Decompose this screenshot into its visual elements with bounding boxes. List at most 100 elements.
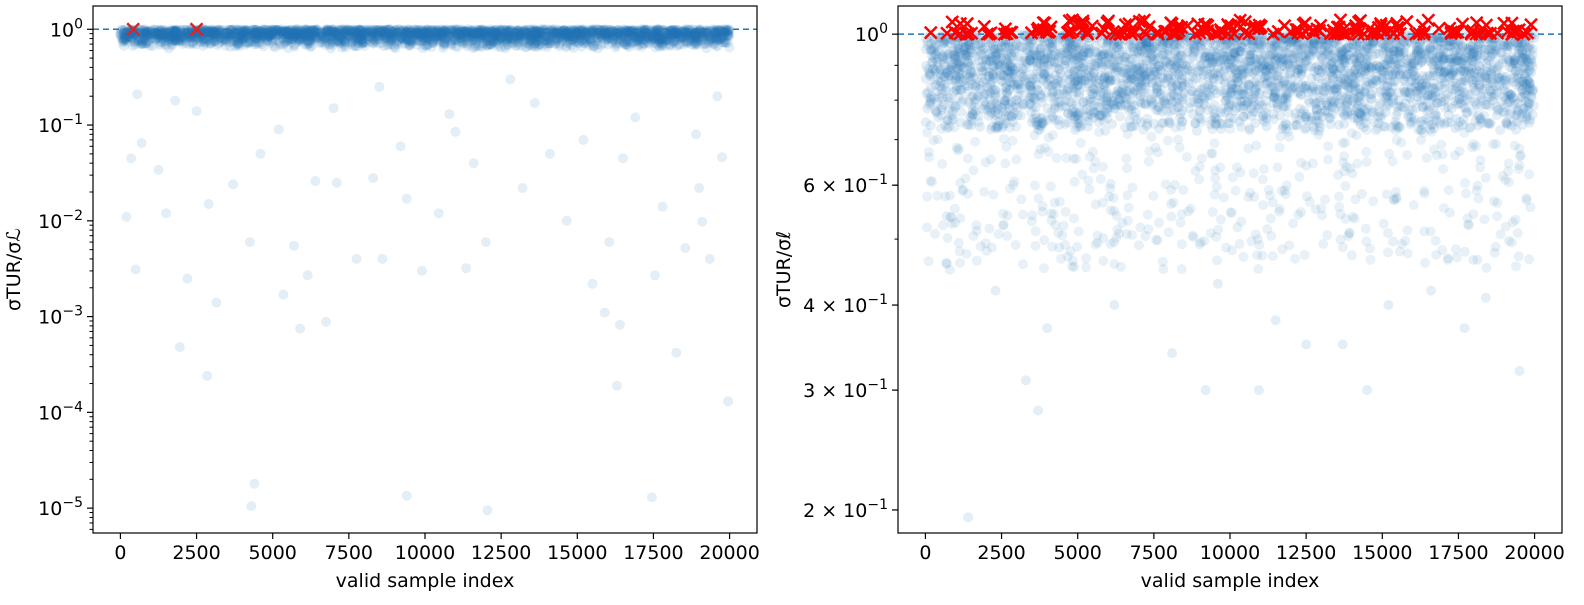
scatter-point xyxy=(494,33,505,44)
scatter-point xyxy=(695,28,706,38)
scatter-point xyxy=(595,30,606,41)
scatter-point xyxy=(713,34,724,44)
scatter-point xyxy=(432,25,443,36)
scatter-point xyxy=(570,34,581,45)
scatter-point xyxy=(426,42,437,52)
scatter-point xyxy=(494,28,505,39)
scatter-point xyxy=(509,28,520,39)
scatter-point xyxy=(623,27,633,38)
scatter-point xyxy=(430,28,441,39)
scatter-point xyxy=(411,35,421,46)
x-tick-label: 10000 xyxy=(395,542,455,564)
scatter-point xyxy=(139,25,150,36)
scatter-point xyxy=(270,42,281,53)
scatter-point xyxy=(152,27,163,38)
scatter-point xyxy=(397,32,408,43)
scatter-point xyxy=(592,33,603,44)
outlier-point xyxy=(395,141,406,152)
scatter-point xyxy=(522,30,533,41)
scatter-point xyxy=(461,35,472,46)
outlier-point xyxy=(121,211,132,222)
scatter-point xyxy=(242,30,253,41)
scatter-point xyxy=(408,30,419,41)
scatter-point xyxy=(513,25,524,36)
outlier-point xyxy=(203,199,214,209)
scatter-point xyxy=(318,35,329,45)
left-x-ticks: 0 2500 5000 7500 10000 12500 15000 17500 20000 xyxy=(114,533,760,564)
scatter-point xyxy=(266,24,277,35)
scatter-point xyxy=(569,33,580,44)
scatter-point xyxy=(317,31,328,42)
scatter-point xyxy=(291,29,302,40)
scatter-point xyxy=(608,35,619,46)
scatter-point xyxy=(457,36,468,47)
scatter-point xyxy=(566,33,577,44)
scatter-point xyxy=(186,32,196,43)
scatter-point xyxy=(325,43,336,54)
scatter-point xyxy=(682,30,693,41)
x-tick-label: 15000 xyxy=(547,542,607,564)
scatter-point xyxy=(291,31,302,42)
scatter-point xyxy=(599,30,610,41)
scatter-point xyxy=(270,31,281,42)
scatter-point xyxy=(168,28,178,39)
scatter-point xyxy=(631,36,642,46)
scatter-point xyxy=(715,33,726,44)
scatter-point xyxy=(170,36,181,46)
scatter-point xyxy=(554,41,565,52)
scatter-point xyxy=(389,28,400,39)
scatter-point xyxy=(567,35,578,46)
scatter-point xyxy=(571,37,582,48)
scatter-point xyxy=(651,30,661,41)
scatter-point xyxy=(208,29,219,40)
scatter-point xyxy=(397,30,408,41)
scatter-point xyxy=(709,33,720,44)
scatter-point xyxy=(711,30,722,41)
scatter-point xyxy=(331,26,342,36)
scatter-point xyxy=(290,28,301,39)
outlier-point xyxy=(618,153,628,164)
outlier-point xyxy=(246,501,257,512)
scatter-point xyxy=(694,25,705,36)
scatter-point xyxy=(158,28,169,39)
outlier-point xyxy=(578,134,589,145)
scatter-point xyxy=(722,37,733,48)
scatter-point xyxy=(290,30,301,41)
scatter-point xyxy=(352,31,363,42)
scatter-point xyxy=(660,31,671,42)
scatter-point xyxy=(683,29,694,40)
outlier-point xyxy=(517,183,528,193)
scatter-point xyxy=(601,29,611,40)
scatter-point xyxy=(297,31,308,42)
scatter-point xyxy=(625,24,636,35)
scatter-point xyxy=(370,37,381,48)
scatter-point xyxy=(572,28,583,39)
scatter-point xyxy=(288,30,299,41)
outlier-point xyxy=(604,237,615,248)
scatter-point xyxy=(435,30,446,41)
scatter-point xyxy=(643,38,654,48)
scatter-point xyxy=(367,32,378,43)
scatter-point xyxy=(471,27,482,38)
scatter-point xyxy=(257,28,268,39)
scatter-point xyxy=(177,39,188,49)
scatter-point xyxy=(309,26,319,36)
outlier-point xyxy=(202,370,213,381)
scatter-point xyxy=(321,25,332,36)
scatter-point xyxy=(371,25,382,36)
scatter-point xyxy=(715,25,725,36)
scatter-point xyxy=(522,33,533,44)
scatter-point xyxy=(649,37,660,48)
scatter-point xyxy=(307,30,318,41)
scatter-point xyxy=(655,32,666,43)
outlier-point xyxy=(505,74,516,85)
scatter-point xyxy=(310,33,320,44)
scatter-point xyxy=(562,32,573,42)
scatter-point xyxy=(225,25,236,36)
scatter-point xyxy=(717,33,728,44)
scatter-point xyxy=(241,25,252,36)
scatter-point xyxy=(520,25,531,36)
scatter-point xyxy=(220,33,231,44)
scatter-point xyxy=(187,30,198,41)
scatter-point xyxy=(487,35,498,45)
